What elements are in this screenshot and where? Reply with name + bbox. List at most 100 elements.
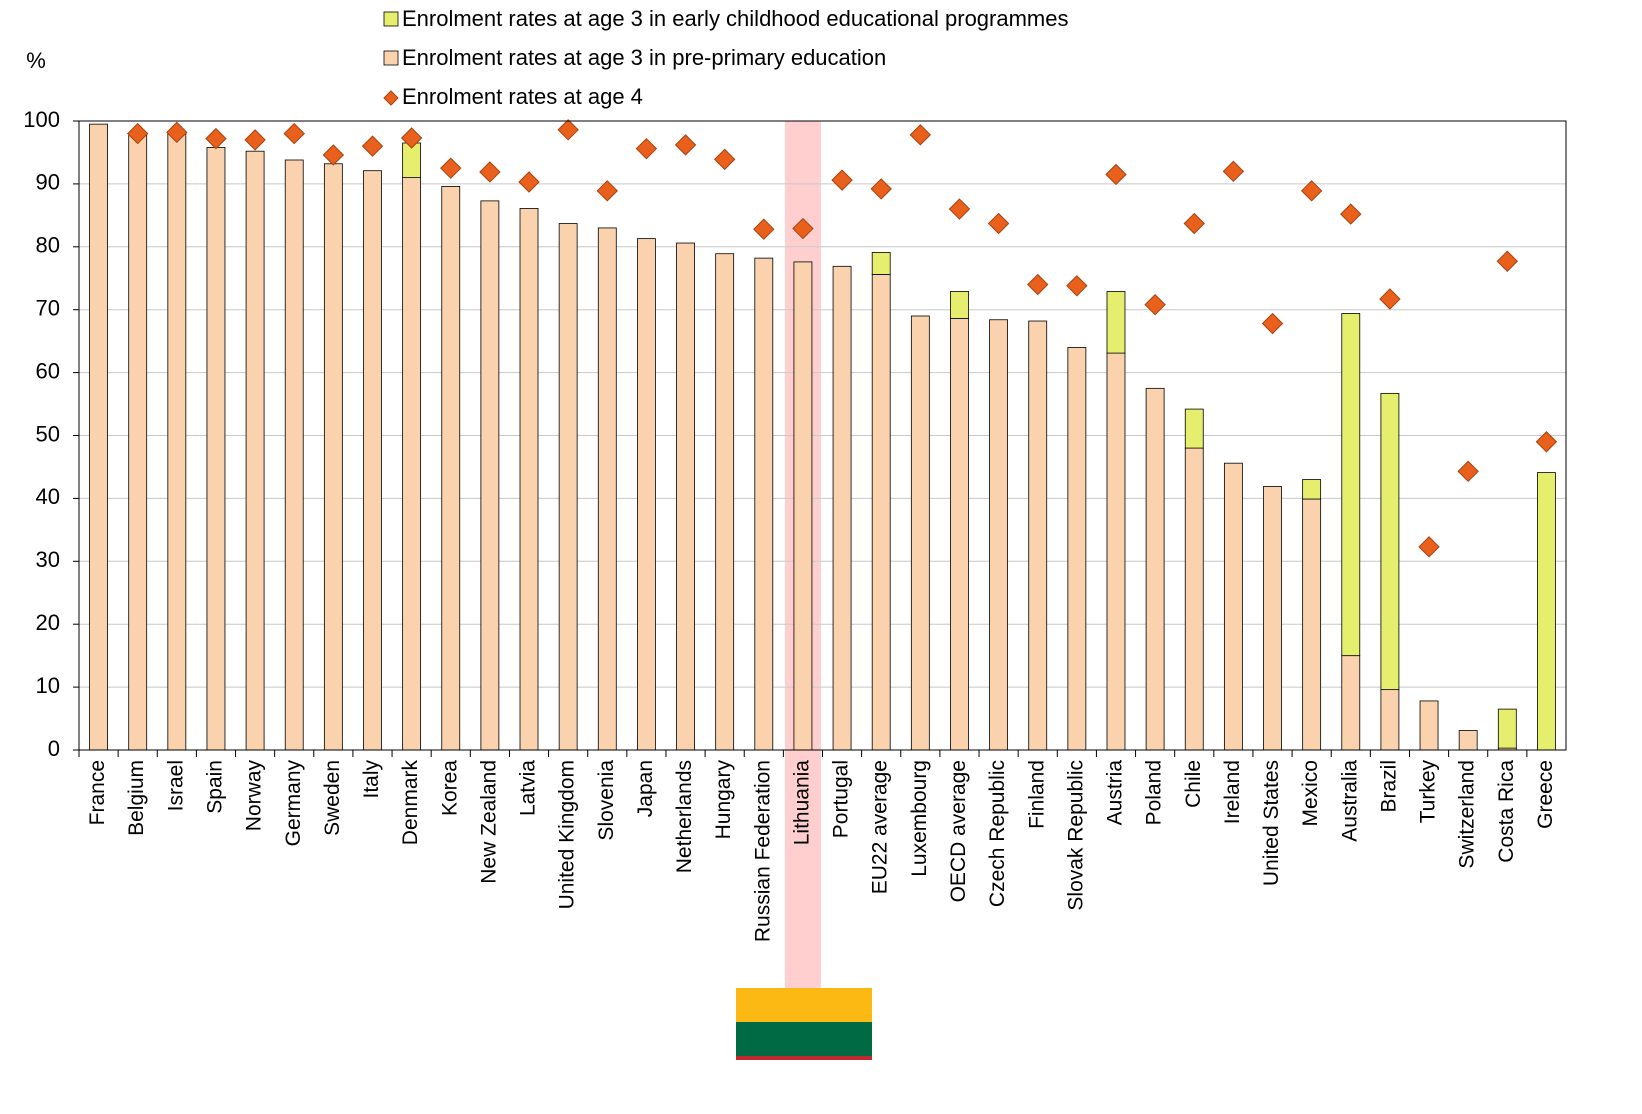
x-tick-label: Lithuania (790, 760, 813, 846)
marker (166, 121, 188, 144)
bar (1341, 313, 1361, 657)
bar (597, 227, 617, 751)
marker (1457, 460, 1479, 483)
y-tick-label: 10 (36, 673, 60, 698)
marker (322, 144, 345, 166)
x-tick-label: OECD average (947, 760, 970, 902)
x-tick-label: New Zealand (477, 760, 500, 884)
plot-frame (78, 120, 1567, 751)
marker (1496, 250, 1519, 272)
bar (910, 315, 930, 751)
y-tick-label: 50 (36, 421, 60, 446)
bar (1184, 447, 1204, 751)
bar (363, 170, 382, 751)
marker (831, 169, 853, 191)
x-tick-label: Israel (164, 760, 187, 811)
bar (793, 261, 813, 751)
marker (596, 180, 618, 202)
x-tick-label: Turkey (1417, 760, 1440, 824)
marker (987, 212, 1010, 235)
x-tick-label: Poland (1143, 760, 1166, 825)
bar (284, 159, 304, 751)
bar (206, 147, 226, 751)
flag-stripe (736, 1022, 872, 1056)
x-tick-label: Ireland (1221, 760, 1244, 824)
y-tick-label: 80 (36, 233, 60, 258)
bar (1223, 462, 1243, 751)
x-tick-label: Belgium (125, 760, 148, 836)
bar (832, 265, 852, 751)
flag-stripe (736, 1056, 872, 1060)
x-tick-label: Russian Federation (751, 760, 774, 942)
marker (674, 134, 697, 156)
bar (1419, 700, 1439, 751)
bar (323, 163, 343, 751)
bar (950, 318, 969, 751)
bar (754, 257, 774, 751)
bar (1537, 472, 1556, 751)
bar (402, 177, 422, 751)
x-tick-label: Slovenia (595, 760, 618, 841)
bar (871, 274, 891, 751)
x-tick-label: United States (1260, 760, 1283, 886)
bar (1145, 387, 1165, 751)
legend-swatch (383, 50, 399, 66)
x-tick-label: Czech Republic (986, 760, 1009, 907)
x-tick-label: Norway (243, 760, 266, 832)
bar (558, 223, 578, 751)
x-tick-label: Portugal (830, 760, 853, 838)
marker (1066, 275, 1088, 297)
bar (1028, 320, 1048, 751)
y-tick-label: 70 (36, 296, 60, 321)
x-tick-label: Costa Rica (1495, 760, 1518, 863)
x-tick-label: Mexico (1299, 760, 1322, 827)
bar (715, 253, 735, 751)
marker (440, 157, 462, 179)
flag-stripe (736, 988, 872, 1022)
bar (167, 133, 187, 751)
legend-swatch (383, 90, 399, 106)
marker (870, 178, 892, 200)
y-axis-label: % (26, 48, 46, 73)
y-tick-label: 90 (36, 170, 60, 195)
marker (557, 119, 579, 141)
y-tick-label: 60 (36, 358, 60, 383)
x-tick-label: Brazil (1377, 760, 1400, 813)
x-tick-label: United Kingdom (556, 760, 579, 909)
bar (245, 150, 265, 751)
bar (989, 319, 1008, 751)
bar (1106, 352, 1126, 751)
marker (948, 198, 971, 220)
bar (1067, 347, 1087, 751)
bar (128, 133, 148, 751)
legend-label: Enrolment rates at age 3 in pre-primary … (402, 45, 886, 70)
x-tick-label: Korea (438, 760, 461, 816)
bar (1263, 486, 1282, 751)
marker (1261, 312, 1284, 335)
marker (1340, 203, 1362, 225)
marker (635, 137, 658, 160)
x-tick-label: Japan (634, 760, 657, 817)
marker (244, 129, 266, 151)
y-tick-label: 20 (36, 610, 60, 635)
x-tick-label: Luxembourg (908, 760, 931, 877)
marker (283, 122, 305, 145)
marker (126, 122, 149, 145)
bar (637, 238, 656, 751)
legend-label: Enrolment rates at age 4 (402, 84, 643, 109)
legend-swatch (383, 11, 399, 27)
bar (1497, 708, 1517, 749)
legend-label: Enrolment rates at age 3 in early childh… (402, 6, 1069, 31)
bar (1380, 392, 1400, 691)
x-tick-label: Slovak Republic (1064, 760, 1087, 911)
bar (950, 291, 969, 319)
y-tick-label: 100 (23, 107, 60, 132)
x-tick-label: France (86, 760, 109, 825)
marker (361, 135, 384, 157)
marker (753, 218, 775, 240)
marker (713, 148, 736, 171)
marker (1144, 293, 1166, 316)
x-tick-label: Hungary (712, 760, 735, 840)
marker (205, 127, 227, 150)
